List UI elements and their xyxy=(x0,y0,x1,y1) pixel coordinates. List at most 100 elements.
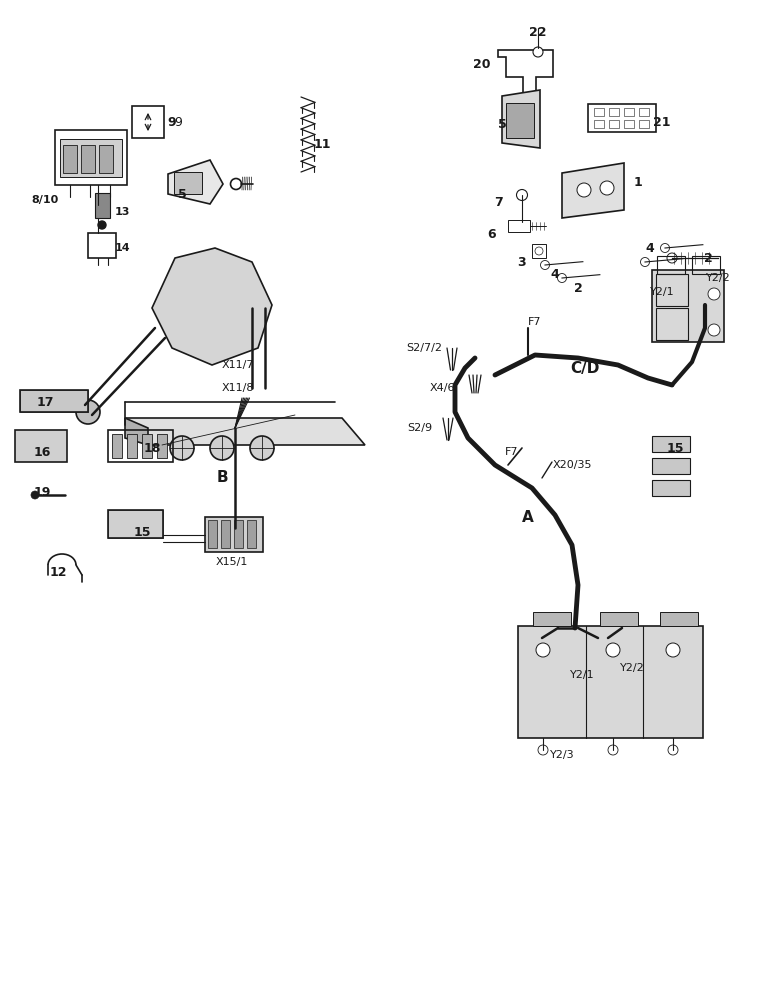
Bar xyxy=(208,520,217,548)
Text: F7: F7 xyxy=(504,447,518,457)
Text: 16: 16 xyxy=(33,446,51,458)
Circle shape xyxy=(517,189,528,200)
Text: 7: 7 xyxy=(494,196,503,209)
Text: 8/10: 8/10 xyxy=(31,195,59,205)
Bar xyxy=(95,193,110,218)
Text: 21: 21 xyxy=(653,116,671,129)
Bar xyxy=(600,612,638,626)
Bar xyxy=(108,510,163,538)
Circle shape xyxy=(76,400,100,424)
Text: 17: 17 xyxy=(36,395,54,408)
Circle shape xyxy=(708,288,720,300)
Bar xyxy=(132,106,164,138)
Circle shape xyxy=(557,273,567,282)
Circle shape xyxy=(577,183,591,197)
Text: 9: 9 xyxy=(168,116,176,129)
Bar xyxy=(657,256,685,274)
Text: 4: 4 xyxy=(550,268,559,282)
Text: 18: 18 xyxy=(143,442,161,454)
Bar xyxy=(609,108,619,116)
Circle shape xyxy=(668,745,678,755)
Text: 4: 4 xyxy=(646,241,655,254)
Bar xyxy=(533,612,571,626)
Text: A: A xyxy=(522,510,534,526)
Polygon shape xyxy=(502,90,540,148)
Bar xyxy=(652,270,724,342)
Bar xyxy=(609,120,619,128)
Bar xyxy=(532,244,546,258)
Polygon shape xyxy=(168,160,223,204)
Circle shape xyxy=(606,643,620,657)
Text: X11/8: X11/8 xyxy=(222,383,254,393)
Circle shape xyxy=(210,436,234,460)
Circle shape xyxy=(600,181,614,195)
Text: C/D: C/D xyxy=(570,360,600,375)
Bar xyxy=(518,626,703,738)
Circle shape xyxy=(708,324,720,336)
Bar xyxy=(652,480,690,496)
Text: 12: 12 xyxy=(49,566,67,578)
Polygon shape xyxy=(125,418,365,445)
Polygon shape xyxy=(562,163,624,218)
Text: X11/7: X11/7 xyxy=(222,360,254,370)
Circle shape xyxy=(31,491,39,499)
Text: 5: 5 xyxy=(178,188,187,201)
Bar xyxy=(639,108,649,116)
Text: S2/9: S2/9 xyxy=(407,423,432,433)
Bar xyxy=(205,517,263,552)
Text: Y2/2: Y2/2 xyxy=(706,273,731,283)
Circle shape xyxy=(536,643,550,657)
Circle shape xyxy=(230,178,241,190)
Bar xyxy=(60,139,122,177)
Bar xyxy=(88,233,116,258)
Bar xyxy=(112,434,122,458)
Bar xyxy=(692,256,720,274)
Text: 15: 15 xyxy=(666,442,684,454)
Bar xyxy=(108,510,163,538)
Text: B: B xyxy=(216,471,228,486)
Text: S2/7/2: S2/7/2 xyxy=(406,343,442,353)
Bar xyxy=(108,430,173,462)
Bar xyxy=(20,390,88,412)
Text: Y2/3: Y2/3 xyxy=(550,750,575,760)
Text: Y2/1: Y2/1 xyxy=(650,287,674,297)
Circle shape xyxy=(250,436,274,460)
Bar xyxy=(157,434,167,458)
Circle shape xyxy=(533,47,543,57)
Bar xyxy=(174,172,202,194)
Text: 15: 15 xyxy=(133,526,151,538)
Text: 2: 2 xyxy=(574,282,583,294)
Polygon shape xyxy=(498,50,553,104)
Circle shape xyxy=(538,745,548,755)
Bar xyxy=(506,103,534,138)
Bar xyxy=(142,434,152,458)
Bar xyxy=(247,520,256,548)
Bar xyxy=(588,104,656,132)
Text: X15/1: X15/1 xyxy=(216,557,249,567)
Text: 2: 2 xyxy=(703,251,713,264)
Bar xyxy=(594,108,604,116)
Text: Y2/2: Y2/2 xyxy=(619,663,644,673)
Bar xyxy=(55,130,127,185)
Bar xyxy=(20,390,88,412)
Bar xyxy=(15,430,67,462)
Text: 22: 22 xyxy=(529,25,546,38)
Bar xyxy=(99,145,113,173)
Text: 11: 11 xyxy=(314,138,331,151)
Circle shape xyxy=(667,253,677,263)
Circle shape xyxy=(170,436,194,460)
Bar xyxy=(624,108,634,116)
Circle shape xyxy=(641,257,649,266)
Bar xyxy=(660,612,698,626)
Circle shape xyxy=(98,221,106,229)
Circle shape xyxy=(540,260,550,269)
Text: 14: 14 xyxy=(114,243,130,253)
Bar xyxy=(656,308,688,340)
Text: 20: 20 xyxy=(474,58,491,72)
Bar xyxy=(234,520,243,548)
Bar xyxy=(639,120,649,128)
Text: 6: 6 xyxy=(488,229,496,241)
Bar xyxy=(652,458,690,474)
Text: 13: 13 xyxy=(114,207,129,217)
Text: 9: 9 xyxy=(174,116,182,129)
